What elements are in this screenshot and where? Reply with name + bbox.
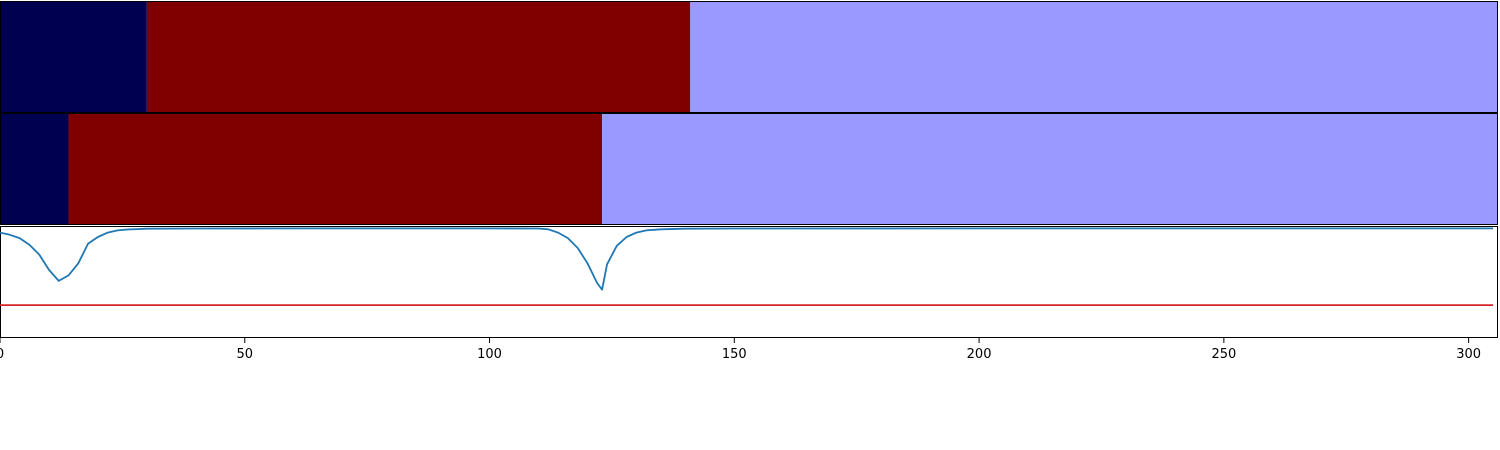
bar-1-segment-2 [146,1,691,113]
line-panel-frame [0,226,1498,338]
x-tick-label-300: 300 [1456,347,1481,362]
x-tick-label-0: 0 [0,347,4,362]
line-panel [0,226,1498,338]
bar-2-segment-2 [68,113,603,225]
x-tick-label-50: 50 [236,347,253,362]
segment-bars [0,1,1498,225]
bar-2-frame [0,113,1498,225]
bar-1-segment-3 [690,1,1498,113]
line-series-1 [0,227,1494,291]
x-tick-label-100: 100 [477,347,502,362]
bar-1-frame [0,1,1498,113]
x-tick-label-150: 150 [722,347,747,362]
bar-2-segment-1 [0,113,69,225]
x-tick-label-200: 200 [967,347,992,362]
bar-1-segment-1 [0,1,147,113]
line-series-group [0,227,1494,307]
x-axis: 0 50 100 150 200 250 300 [0,338,1481,362]
x-tick-label-250: 250 [1211,347,1236,362]
bar-2-segment-3 [602,113,1498,225]
